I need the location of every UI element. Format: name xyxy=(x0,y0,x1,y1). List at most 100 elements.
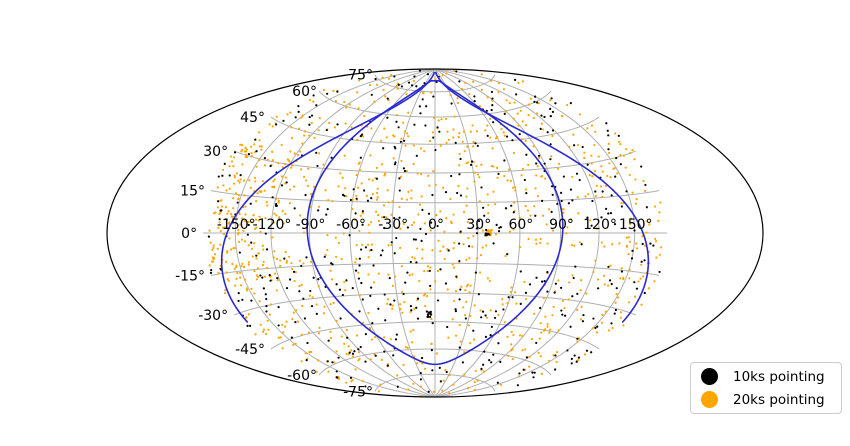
pointing-10ks-point xyxy=(459,230,462,233)
lat-tick-label: -75° xyxy=(343,384,373,400)
pointing-20ks-point xyxy=(516,112,519,115)
pointing-10ks-point xyxy=(498,226,501,229)
pointing-20ks-point xyxy=(293,279,296,283)
pointing-10ks-point xyxy=(426,313,430,316)
pointing-10ks-point xyxy=(570,357,573,360)
pointing-20ks-point xyxy=(627,301,631,304)
pointing-20ks-point xyxy=(616,296,620,299)
pointing-10ks-point xyxy=(477,219,481,223)
pointing-20ks-point xyxy=(429,288,432,291)
pointing-10ks-point xyxy=(415,306,418,309)
pointing-10ks-point xyxy=(477,293,480,296)
pointing-20ks-point xyxy=(271,150,274,153)
pointing-20ks-point xyxy=(421,91,425,94)
lat-tick-label: 60° xyxy=(292,84,317,100)
pointing-20ks-point xyxy=(544,328,547,331)
pointing-20ks-point xyxy=(452,383,455,386)
pointing-20ks-point xyxy=(546,242,549,245)
pointing-20ks-point xyxy=(556,351,559,354)
pointing-20ks-point xyxy=(258,131,261,134)
pointing-10ks-point xyxy=(537,154,541,157)
pointing-20ks-point xyxy=(589,219,592,222)
pointing-20ks-point xyxy=(228,165,231,168)
pointing-20ks-point xyxy=(328,121,331,124)
pointing-20ks-point xyxy=(208,264,211,267)
pointing-10ks-point xyxy=(614,308,617,312)
pointing-20ks-point xyxy=(620,202,623,205)
pointing-10ks-point xyxy=(275,203,278,206)
pointing-10ks-point xyxy=(285,287,289,290)
pointing-20ks-point xyxy=(386,189,389,192)
pointing-10ks-point xyxy=(361,210,364,213)
pointing-10ks-point xyxy=(348,234,351,237)
pointing-20ks-point xyxy=(335,255,338,258)
pointing-20ks-point xyxy=(535,174,538,177)
pointing-20ks-point xyxy=(539,322,542,325)
pointing-20ks-point xyxy=(289,166,293,169)
pointing-10ks-point xyxy=(416,317,420,320)
pointing-20ks-point xyxy=(253,176,257,179)
pointing-20ks-point xyxy=(230,215,233,218)
pointing-10ks-point xyxy=(489,334,492,337)
pointing-10ks-point xyxy=(511,139,514,142)
pointing-20ks-point xyxy=(633,158,636,161)
pointing-20ks-point xyxy=(261,263,265,267)
pointing-20ks-point xyxy=(333,126,337,129)
pointing-20ks-point xyxy=(377,213,380,217)
pointing-20ks-point xyxy=(250,247,254,250)
pointing-20ks-point xyxy=(395,114,399,117)
pointing-20ks-point xyxy=(269,303,273,306)
pointing-10ks-point xyxy=(486,134,489,137)
pointing-20ks-point xyxy=(481,229,484,232)
pointing-20ks-point xyxy=(580,305,583,308)
lat-tick-label: -45° xyxy=(235,342,265,358)
pointing-10ks-point xyxy=(543,115,546,119)
pointing-20ks-point xyxy=(241,148,244,152)
pointing-20ks-point xyxy=(217,226,220,229)
pointing-10ks-point xyxy=(476,144,479,147)
pointing-20ks-point xyxy=(343,342,346,345)
pointing-10ks-point xyxy=(337,356,340,359)
pointing-10ks-point xyxy=(502,308,505,311)
parallel-line xyxy=(233,292,637,316)
pointing-20ks-point xyxy=(240,265,243,268)
pointing-10ks-point xyxy=(394,338,398,341)
pointing-10ks-point xyxy=(450,102,453,105)
pointing-20ks-point xyxy=(377,219,381,223)
pointing-10ks-point xyxy=(263,157,266,160)
pointing-20ks-point xyxy=(271,185,274,188)
pointing-20ks-point xyxy=(255,257,258,260)
pointing-20ks-point xyxy=(436,269,440,273)
pointing-20ks-point xyxy=(226,250,229,253)
pointing-20ks-point xyxy=(401,311,404,314)
pointing-20ks-point xyxy=(411,341,414,344)
pointing-10ks-point xyxy=(549,115,552,118)
pointing-20ks-point xyxy=(226,278,229,281)
pointing-10ks-point xyxy=(518,133,521,136)
pointing-20ks-point xyxy=(660,246,663,249)
pointing-20ks-point xyxy=(412,382,415,385)
pointing-20ks-point xyxy=(545,223,548,226)
pointing-10ks-point xyxy=(569,325,572,328)
pointing-20ks-point xyxy=(390,243,393,247)
pointing-20ks-point xyxy=(653,280,656,283)
pointing-10ks-point xyxy=(375,177,379,180)
pointing-10ks-point xyxy=(551,129,555,132)
pointing-10ks-point xyxy=(550,210,553,213)
pointing-10ks-point xyxy=(305,256,308,259)
pointing-10ks-point xyxy=(652,244,655,247)
pointing-20ks-point xyxy=(304,179,308,182)
pointing-20ks-point xyxy=(576,196,579,199)
pointing-10ks-point xyxy=(432,136,435,139)
lat-tick-label: 0° xyxy=(181,226,197,242)
pointing-10ks-point xyxy=(592,317,595,320)
pointing-20ks-point xyxy=(402,121,405,124)
pointing-20ks-point xyxy=(409,330,412,333)
pointing-10ks-point xyxy=(349,376,353,379)
pointing-20ks-point xyxy=(468,92,471,96)
pointing-20ks-point xyxy=(366,243,370,246)
pointing-20ks-point xyxy=(258,139,261,142)
pointing-10ks-point xyxy=(458,259,461,263)
pointing-20ks-point xyxy=(502,88,506,91)
pointing-10ks-point xyxy=(573,354,576,357)
